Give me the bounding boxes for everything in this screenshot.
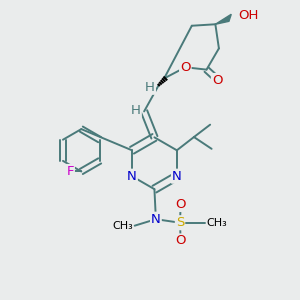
Text: N: N (172, 170, 182, 183)
Text: H: H (145, 81, 155, 94)
Text: N: N (127, 170, 137, 183)
Text: O: O (176, 235, 186, 248)
Text: F: F (66, 165, 74, 178)
Text: O: O (176, 198, 186, 211)
Text: O: O (212, 74, 222, 87)
Text: S: S (176, 216, 184, 229)
Polygon shape (215, 14, 231, 24)
Text: H: H (131, 104, 141, 117)
Text: OH: OH (238, 9, 259, 22)
Text: CH₃: CH₃ (206, 218, 227, 228)
Text: O: O (180, 61, 190, 74)
Text: CH₃: CH₃ (112, 221, 133, 231)
Text: N: N (151, 213, 161, 226)
